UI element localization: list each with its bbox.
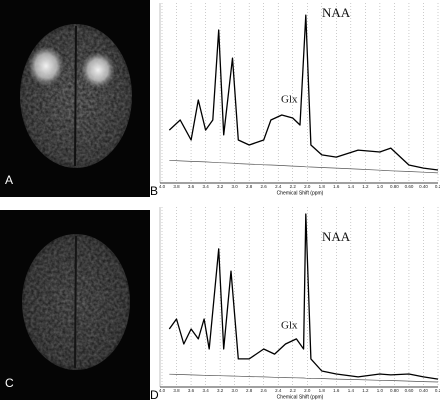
baseline-line	[169, 373, 439, 383]
x-tick-label: 1.8	[319, 184, 326, 189]
x-tick-label: 2.8	[246, 388, 253, 393]
x-tick-label: 1.2	[362, 184, 369, 189]
mri-image: C	[0, 210, 150, 400]
x-axis-label: Chemical Shift (ppm)	[277, 394, 324, 400]
x-tick-label: 2.0	[304, 184, 311, 189]
annotation: Glx	[281, 94, 298, 106]
x-tick-label: 0.60	[405, 388, 414, 393]
x-tick-label: 0.40	[419, 388, 428, 393]
x-tick-label: 0.80	[390, 388, 399, 393]
x-tick-label: 3.2	[217, 388, 224, 393]
x-tick-label: 2.2	[290, 184, 297, 189]
x-tick-label: 4.0	[159, 184, 166, 189]
x-tick-label: 0.80	[390, 184, 399, 189]
annotation: Glx	[281, 320, 298, 332]
x-tick-label: 2.6	[261, 184, 268, 189]
x-tick-label: 3.2	[217, 184, 224, 189]
x-tick-label: 3.0	[231, 184, 238, 189]
x-tick-label: 0.2	[435, 184, 440, 189]
panel-label: B	[150, 184, 158, 198]
x-axis-label: Chemical Shift (ppm)	[277, 190, 324, 196]
mri-image: A	[0, 0, 150, 197]
x-tick-label: 4.0	[159, 388, 166, 393]
spectrum-line	[168, 213, 439, 380]
x-tick-label: 2.4	[275, 184, 282, 189]
x-tick-label: 3.8	[173, 388, 180, 393]
x-tick-label: 0.40	[419, 184, 428, 189]
x-tick-label: 1.4	[348, 388, 355, 393]
x-tick-label: 3.8	[173, 184, 180, 189]
x-tick-label: 0.60	[405, 184, 414, 189]
baseline-line	[169, 159, 439, 174]
x-tick-label: 2.0	[304, 388, 311, 393]
x-tick-label: 0.2	[435, 388, 440, 393]
x-tick-label: 2.2	[290, 388, 297, 393]
x-tick-label: 1.0	[377, 184, 384, 189]
panel-label: C	[5, 376, 14, 390]
x-tick-label: 3.0	[231, 388, 238, 393]
x-tick-label: 1.4	[348, 184, 355, 189]
x-tick-label: 3.4	[202, 184, 209, 189]
x-tick-label: 2.4	[275, 388, 282, 393]
panel-label: D	[150, 388, 159, 402]
x-tick-label: 1.6	[333, 388, 340, 393]
x-tick-label: 3.4	[202, 388, 209, 393]
x-tick-label: 2.8	[246, 184, 253, 189]
annotation: NAA	[322, 5, 351, 20]
spectrum-line	[168, 14, 439, 171]
x-tick-label: 1.0	[377, 388, 384, 393]
annotation: NAA	[322, 229, 351, 244]
x-tick-label: 1.8	[319, 388, 326, 393]
x-tick-label: 3.6	[188, 184, 195, 189]
x-tick-label: 1.6	[333, 184, 340, 189]
x-tick-label: 1.2	[362, 388, 369, 393]
x-tick-label: 2.6	[261, 388, 268, 393]
panel-label: A	[5, 173, 13, 187]
x-tick-label: 3.6	[188, 388, 195, 393]
